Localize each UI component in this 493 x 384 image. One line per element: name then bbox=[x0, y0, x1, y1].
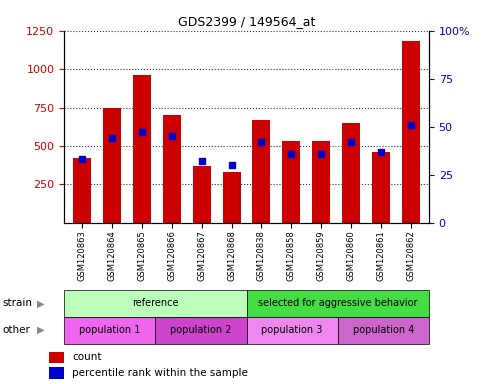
Text: population 4: population 4 bbox=[352, 325, 414, 335]
Bar bbox=[222, 172, 241, 223]
Point bbox=[317, 151, 325, 157]
Point bbox=[108, 135, 116, 141]
Bar bbox=[155, 317, 246, 344]
Bar bbox=[49, 352, 64, 363]
Bar bbox=[103, 108, 121, 223]
Point bbox=[407, 122, 415, 128]
Bar bbox=[342, 123, 360, 223]
Bar bbox=[338, 317, 429, 344]
Bar bbox=[193, 166, 211, 223]
Point bbox=[78, 156, 86, 162]
Text: selected for aggressive behavior: selected for aggressive behavior bbox=[258, 298, 418, 308]
Bar bbox=[402, 41, 420, 223]
Text: other: other bbox=[2, 325, 31, 335]
Point bbox=[257, 139, 265, 145]
Point bbox=[198, 158, 206, 164]
Text: population 1: population 1 bbox=[79, 325, 141, 335]
Bar bbox=[133, 75, 151, 223]
Bar bbox=[163, 115, 181, 223]
Text: reference: reference bbox=[132, 298, 178, 308]
Text: percentile rank within the sample: percentile rank within the sample bbox=[72, 368, 248, 378]
Text: population 3: population 3 bbox=[261, 325, 323, 335]
Text: population 2: population 2 bbox=[170, 325, 232, 335]
Bar bbox=[252, 120, 271, 223]
Text: ▶: ▶ bbox=[37, 298, 44, 308]
Title: GDS2399 / 149564_at: GDS2399 / 149564_at bbox=[178, 15, 315, 28]
Point bbox=[347, 139, 355, 145]
Bar bbox=[64, 290, 246, 317]
Bar bbox=[282, 141, 300, 223]
Bar bbox=[312, 141, 330, 223]
Bar bbox=[64, 317, 155, 344]
Point bbox=[287, 151, 295, 157]
Bar bbox=[372, 152, 390, 223]
Text: count: count bbox=[72, 353, 102, 362]
Point bbox=[168, 133, 176, 139]
Point bbox=[377, 149, 385, 155]
Text: ▶: ▶ bbox=[37, 325, 44, 335]
Bar bbox=[246, 290, 429, 317]
Point bbox=[228, 162, 236, 168]
Point bbox=[138, 129, 146, 136]
Bar bbox=[246, 317, 338, 344]
Bar bbox=[73, 158, 91, 223]
Text: strain: strain bbox=[2, 298, 33, 308]
Bar bbox=[49, 367, 64, 379]
